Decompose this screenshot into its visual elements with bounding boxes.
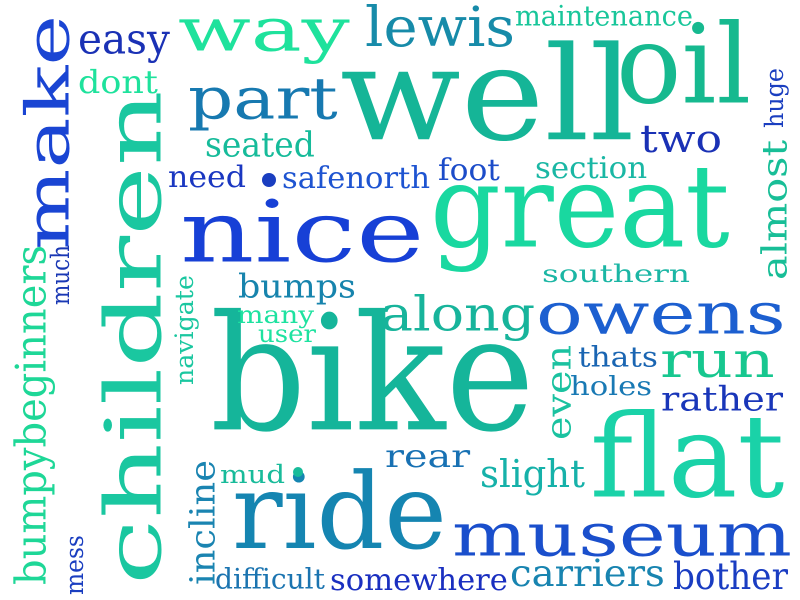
word-nice: nice (180, 182, 425, 282)
word-part: part (188, 64, 338, 133)
word-almost: almost (753, 139, 795, 280)
word-user: user (258, 319, 316, 348)
word-two: two (640, 116, 722, 162)
word-run: run (660, 330, 775, 389)
word-thats: thats (578, 340, 658, 374)
word-dont: dont (78, 63, 158, 101)
word-mess: mess (59, 535, 89, 595)
word-way: way (178, 0, 350, 65)
word-holes: holes (570, 370, 653, 402)
word-children: children (87, 90, 180, 585)
word-make: make (12, 14, 83, 250)
word-somewhere: somewhere (330, 562, 508, 598)
word-many: many (237, 300, 315, 329)
word-navigate: navigate (169, 275, 199, 385)
word-much: much (45, 245, 75, 305)
word-southern: southern (542, 259, 690, 288)
word-section: section (535, 150, 648, 186)
word-rear: rear (385, 437, 471, 475)
word-well: well (340, 18, 635, 171)
word-foot: foot (438, 152, 500, 188)
word-easy: easy (78, 14, 170, 64)
word-maintenance: maintenance (515, 0, 693, 33)
word-museum: museum (452, 499, 792, 570)
word-oil: oil (616, 0, 752, 129)
dot-mark-2 (293, 467, 303, 477)
word-huge: huge (759, 67, 789, 128)
word-bumps: bumps (238, 267, 356, 306)
word-lewis: lewis (365, 0, 516, 60)
word-safenorth: safenorth (282, 160, 431, 196)
word-difficult: difficult (215, 562, 325, 596)
word-seated: seated (205, 123, 315, 165)
word-carriers: carriers (510, 551, 665, 595)
word-great: great (430, 139, 730, 275)
word-bother: bother (673, 554, 788, 598)
word-slight: slight (480, 451, 585, 497)
word-mud: mud (220, 459, 286, 489)
word-ride: ride (232, 450, 447, 574)
word-need: need (168, 159, 246, 195)
word-rather: rather (661, 378, 783, 419)
dot-mark-1 (262, 173, 276, 187)
word-flat: flat (590, 389, 785, 525)
word-along: along (380, 285, 536, 342)
word-bike: bike (210, 280, 535, 468)
word-owens: owens (536, 279, 786, 348)
